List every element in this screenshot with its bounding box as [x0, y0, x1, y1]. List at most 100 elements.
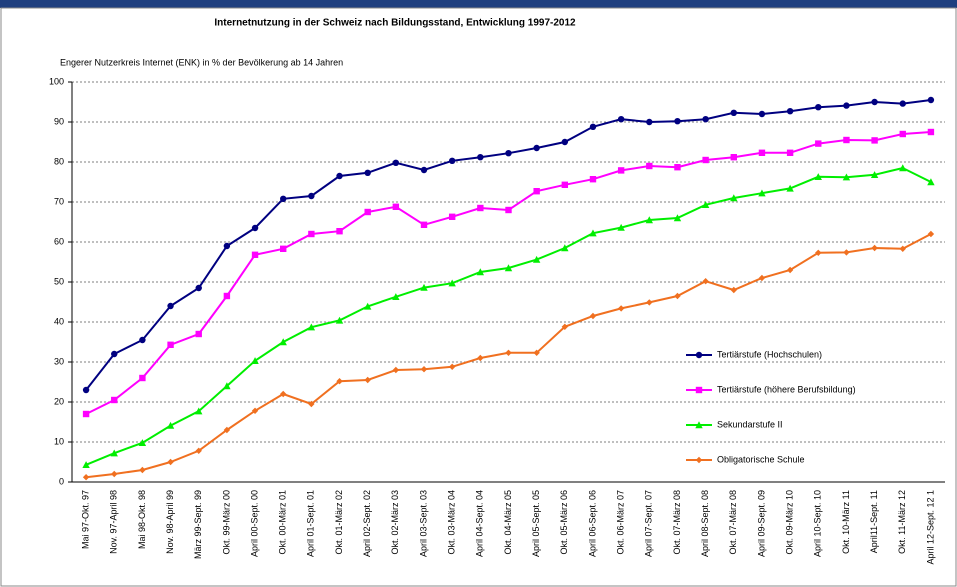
x-tick-label: Okt. 11-März 12 [897, 490, 907, 554]
marker [195, 407, 203, 415]
x-tick-label: Okt. 07-März 08 [728, 490, 738, 555]
x-tick-label: April 08-Sept. 08 [700, 490, 710, 557]
marker [280, 195, 287, 202]
marker [927, 178, 935, 186]
x-tick-label: Okt. 07-März 08 [672, 490, 682, 555]
marker [561, 323, 569, 330]
marker [899, 100, 906, 107]
chart-title: Internetnutzung in der Schweiz nach Bild… [214, 18, 576, 29]
marker [617, 116, 625, 123]
marker [871, 137, 878, 144]
marker [533, 349, 540, 356]
marker [899, 164, 907, 172]
marker [815, 249, 822, 256]
marker [673, 214, 682, 222]
x-tick-label: April 02-Sept. 02 [362, 490, 372, 557]
marker [561, 244, 569, 252]
y-tick-label: 70 [54, 196, 64, 206]
marker [364, 376, 371, 384]
marker [223, 242, 231, 250]
y-tick-label: 0 [59, 476, 64, 486]
y-tick-label: 80 [54, 156, 64, 166]
legend-marker [695, 456, 703, 464]
x-tick-label: Okt. 09-März 10 [784, 490, 794, 555]
marker [617, 167, 625, 174]
marker [702, 156, 709, 164]
x-tick-label: April 09-Sept. 09 [756, 490, 766, 557]
marker [786, 108, 794, 115]
marker [420, 221, 428, 228]
marker [308, 400, 315, 408]
marker [674, 164, 681, 171]
marker [505, 206, 512, 214]
x-tick-label: April 01-Sept. 01 [306, 490, 316, 557]
x-tick-label: Okt. 05-März 06 [559, 490, 569, 555]
marker [927, 230, 935, 238]
x-tick-label: Mai 98-Okt. 98 [137, 490, 147, 549]
marker [111, 470, 118, 478]
marker [561, 181, 569, 188]
marker [139, 336, 146, 344]
marker [815, 140, 822, 147]
marker [758, 274, 766, 282]
marker [758, 149, 766, 156]
marker [364, 169, 371, 176]
marker [448, 279, 456, 287]
series-line [85, 99, 932, 391]
y-axis-label: Engerer Nutzerkreis Internet (ENK) in % … [60, 57, 343, 67]
series-line [85, 131, 931, 415]
marker [251, 251, 259, 258]
y-tick-label: 20 [54, 396, 64, 406]
marker [223, 292, 231, 300]
marker [589, 123, 597, 130]
marker [251, 357, 259, 364]
marker [646, 118, 653, 126]
marker [702, 116, 709, 123]
marker [420, 283, 428, 291]
legend-label: Obligatorische Schule [717, 454, 805, 464]
x-tick-label: April 10-Sept. 10 [813, 490, 823, 557]
marker [477, 154, 484, 161]
marker [336, 228, 343, 235]
marker [843, 249, 850, 256]
marker [139, 466, 146, 474]
marker [363, 302, 372, 310]
marker [195, 284, 202, 292]
marker [223, 426, 231, 434]
marker [392, 366, 400, 374]
marker [927, 96, 935, 104]
marker [701, 201, 710, 208]
legend-label: Tertiärstufe (höhere Berufsbildung) [717, 384, 856, 394]
marker [786, 266, 794, 274]
marker [477, 204, 484, 212]
marker [589, 229, 597, 237]
marker [111, 350, 118, 358]
marker [280, 390, 287, 398]
marker [448, 363, 456, 370]
x-tick-label: April 04-Sept. 04 [475, 490, 485, 557]
legend-marker [695, 421, 703, 429]
x-tick-label: Okt. 01-März 02 [334, 490, 344, 555]
marker [167, 458, 174, 466]
marker [589, 312, 597, 320]
marker [532, 255, 541, 263]
y-tick-label: 30 [54, 356, 64, 366]
marker [335, 316, 344, 324]
marker [82, 474, 90, 481]
marker [843, 102, 850, 109]
marker [730, 286, 737, 294]
marker [195, 330, 202, 338]
marker [82, 410, 90, 418]
x-tick-label: Nov. 97-April 98 [109, 490, 119, 554]
marker [674, 292, 681, 300]
marker [702, 278, 709, 285]
marker [279, 338, 287, 346]
marker [251, 224, 259, 232]
marker [308, 230, 315, 238]
marker [505, 349, 512, 356]
x-tick-label: Okt. 03-März 04 [447, 490, 457, 555]
marker [476, 268, 485, 276]
marker [645, 216, 654, 224]
marker [166, 421, 175, 429]
marker [110, 449, 118, 457]
